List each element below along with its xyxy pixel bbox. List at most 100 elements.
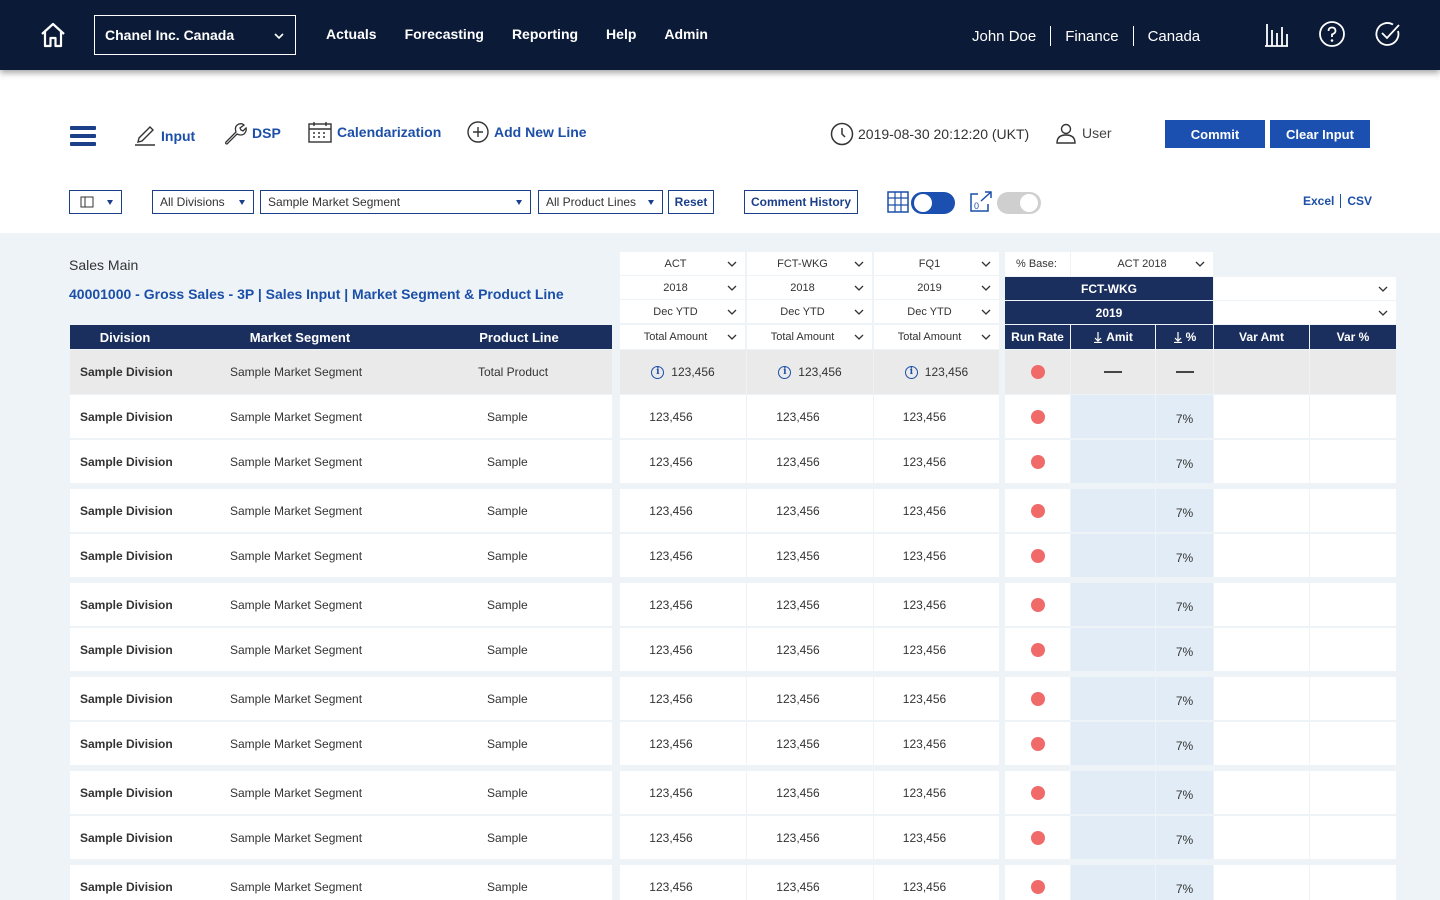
- value-cell[interactable]: 123,456: [747, 771, 873, 814]
- amt-input-cell[interactable]: [1071, 865, 1155, 900]
- pct-cell-text: 7%: [1175, 738, 1194, 753]
- value-column-scenario-select[interactable]: FCT-WKG: [747, 252, 872, 275]
- amt-input-cell[interactable]: [1071, 583, 1155, 626]
- value-column-year-select[interactable]: 2018: [747, 276, 872, 299]
- amt-input-cell[interactable]: [1071, 816, 1155, 859]
- chart-bars-icon[interactable]: [1262, 20, 1290, 48]
- value-cell[interactable]: 123,456: [747, 489, 873, 532]
- amt-input-cell[interactable]: [1071, 628, 1155, 671]
- info-icon[interactable]: i: [904, 365, 918, 379]
- value-cell[interactable]: 123,456: [620, 677, 746, 720]
- chevron-down-icon: [854, 285, 864, 291]
- value-cell[interactable]: 123,456: [874, 771, 999, 814]
- menu-item-admin[interactable]: Admin: [664, 26, 708, 42]
- value-cell[interactable]: 123,456: [747, 865, 873, 900]
- input-button[interactable]: Input: [133, 120, 195, 146]
- amt-input-cell[interactable]: [1071, 440, 1155, 483]
- value-cell[interactable]: 123,456: [874, 722, 999, 765]
- clear-input-button[interactable]: Clear Input: [1270, 120, 1370, 148]
- amt-header[interactable]: Amit: [1071, 325, 1155, 349]
- add-new-line-button[interactable]: Add New Line: [466, 120, 587, 144]
- value-cell[interactable]: 123,456: [620, 440, 746, 483]
- value-cell[interactable]: 123,456: [620, 722, 746, 765]
- value-cell[interactable]: 123,456: [620, 865, 746, 900]
- sales-title: Sales Main: [69, 257, 139, 273]
- value-cell[interactable]: 123,456: [874, 489, 999, 532]
- pct-header[interactable]: %: [1156, 325, 1213, 349]
- value-cell[interactable]: 123,456: [874, 440, 999, 483]
- amt-input-cell[interactable]: [1071, 677, 1155, 720]
- value-cell[interactable]: 123,456: [747, 395, 873, 438]
- value-cell[interactable]: 123,456: [747, 583, 873, 626]
- value-column-scenario-select[interactable]: ACT: [620, 252, 745, 275]
- value-column-scenario-value: ACT: [664, 257, 687, 270]
- value-cell[interactable]: 123,456: [620, 489, 746, 532]
- menu-item-actuals[interactable]: Actuals: [326, 26, 377, 42]
- value-cell[interactable]: 123,456: [747, 677, 873, 720]
- calendarization-button[interactable]: Calendarization: [307, 120, 441, 144]
- value-cell[interactable]: 123,456: [620, 395, 746, 438]
- variance-scenario-select[interactable]: [1214, 277, 1396, 300]
- value-column-measure-select[interactable]: Total Amount: [747, 325, 872, 349]
- user-department[interactable]: Finance: [1065, 27, 1119, 45]
- grid-view-icon[interactable]: [887, 191, 909, 213]
- value-column-year-select[interactable]: 2019: [874, 276, 999, 299]
- value-cell[interactable]: 123,456: [874, 816, 999, 859]
- user-country[interactable]: Canada: [1147, 27, 1201, 45]
- menu-item-help[interactable]: Help: [606, 26, 637, 42]
- help-icon[interactable]: [1318, 20, 1346, 48]
- commit-button[interactable]: Commit: [1165, 120, 1265, 148]
- variance-year-select[interactable]: [1214, 301, 1396, 324]
- divisions-select[interactable]: All Divisions: [152, 190, 254, 214]
- value-column-period-select[interactable]: Dec YTD: [874, 300, 999, 323]
- zero-export-icon[interactable]: 0: [969, 191, 993, 213]
- value-cell[interactable]: 123,456: [874, 677, 999, 720]
- value-column-period-select[interactable]: Dec YTD: [620, 300, 745, 323]
- grid-view-toggle[interactable]: [911, 192, 955, 214]
- value-cell[interactable]: 123,456: [620, 534, 746, 577]
- export-csv-link[interactable]: CSV: [1347, 194, 1373, 208]
- amt-input-cell[interactable]: [1071, 489, 1155, 532]
- zero-rows-toggle[interactable]: [997, 192, 1041, 214]
- value-column-period-select[interactable]: Dec YTD: [747, 300, 872, 323]
- hamburger-menu-icon[interactable]: [70, 126, 96, 146]
- home-icon[interactable]: [38, 20, 68, 50]
- amt-input-cell[interactable]: [1071, 395, 1155, 438]
- value-column-measure-select[interactable]: Total Amount: [874, 325, 999, 349]
- market-segment-select[interactable]: Sample Market Segment: [260, 190, 531, 214]
- value-cell[interactable]: 123,456: [620, 628, 746, 671]
- value-column-scenario-select[interactable]: FQ1: [874, 252, 999, 275]
- amt-input-cell[interactable]: [1071, 722, 1155, 765]
- value-cell[interactable]: 123,456: [747, 722, 873, 765]
- value-cell[interactable]: 123,456: [620, 583, 746, 626]
- value-cell[interactable]: 123,456: [747, 816, 873, 859]
- value-cell[interactable]: 123,456: [874, 865, 999, 900]
- column-layout-select[interactable]: [69, 190, 122, 214]
- value-column-measure-select[interactable]: Total Amount: [620, 325, 745, 349]
- user-name[interactable]: John Doe: [972, 27, 1037, 45]
- percent-base-select[interactable]: ACT 2018: [1071, 252, 1213, 276]
- product-lines-select[interactable]: All Product Lines: [538, 190, 663, 214]
- value-cell[interactable]: 123,456: [747, 628, 873, 671]
- value-cell[interactable]: 123,456: [874, 628, 999, 671]
- export-excel-link[interactable]: Excel: [1303, 194, 1335, 208]
- value-cell[interactable]: 123,456: [620, 816, 746, 859]
- value-cell[interactable]: 123,456: [874, 583, 999, 626]
- dsp-button[interactable]: DSP: [222, 120, 281, 146]
- check-circle-icon[interactable]: [1374, 20, 1402, 48]
- reset-button[interactable]: Reset: [668, 190, 714, 214]
- menu-item-reporting[interactable]: Reporting: [511, 26, 579, 42]
- value-cell[interactable]: 123,456: [620, 771, 746, 814]
- comment-history-button[interactable]: Comment History: [744, 190, 858, 214]
- value-cell[interactable]: 123,456: [747, 440, 873, 483]
- info-icon[interactable]: i: [651, 365, 665, 379]
- value-cell[interactable]: 123,456: [747, 534, 873, 577]
- menu-item-forecasting[interactable]: Forecasting: [404, 26, 484, 42]
- company-select[interactable]: Chanel Inc. Canada: [94, 15, 296, 55]
- value-column-year-select[interactable]: 2018: [620, 276, 745, 299]
- value-cell[interactable]: 123,456: [874, 534, 999, 577]
- value-cell[interactable]: 123,456: [874, 395, 999, 438]
- amt-input-cell[interactable]: [1071, 771, 1155, 814]
- amt-input-cell[interactable]: [1071, 534, 1155, 577]
- info-icon[interactable]: i: [778, 365, 792, 379]
